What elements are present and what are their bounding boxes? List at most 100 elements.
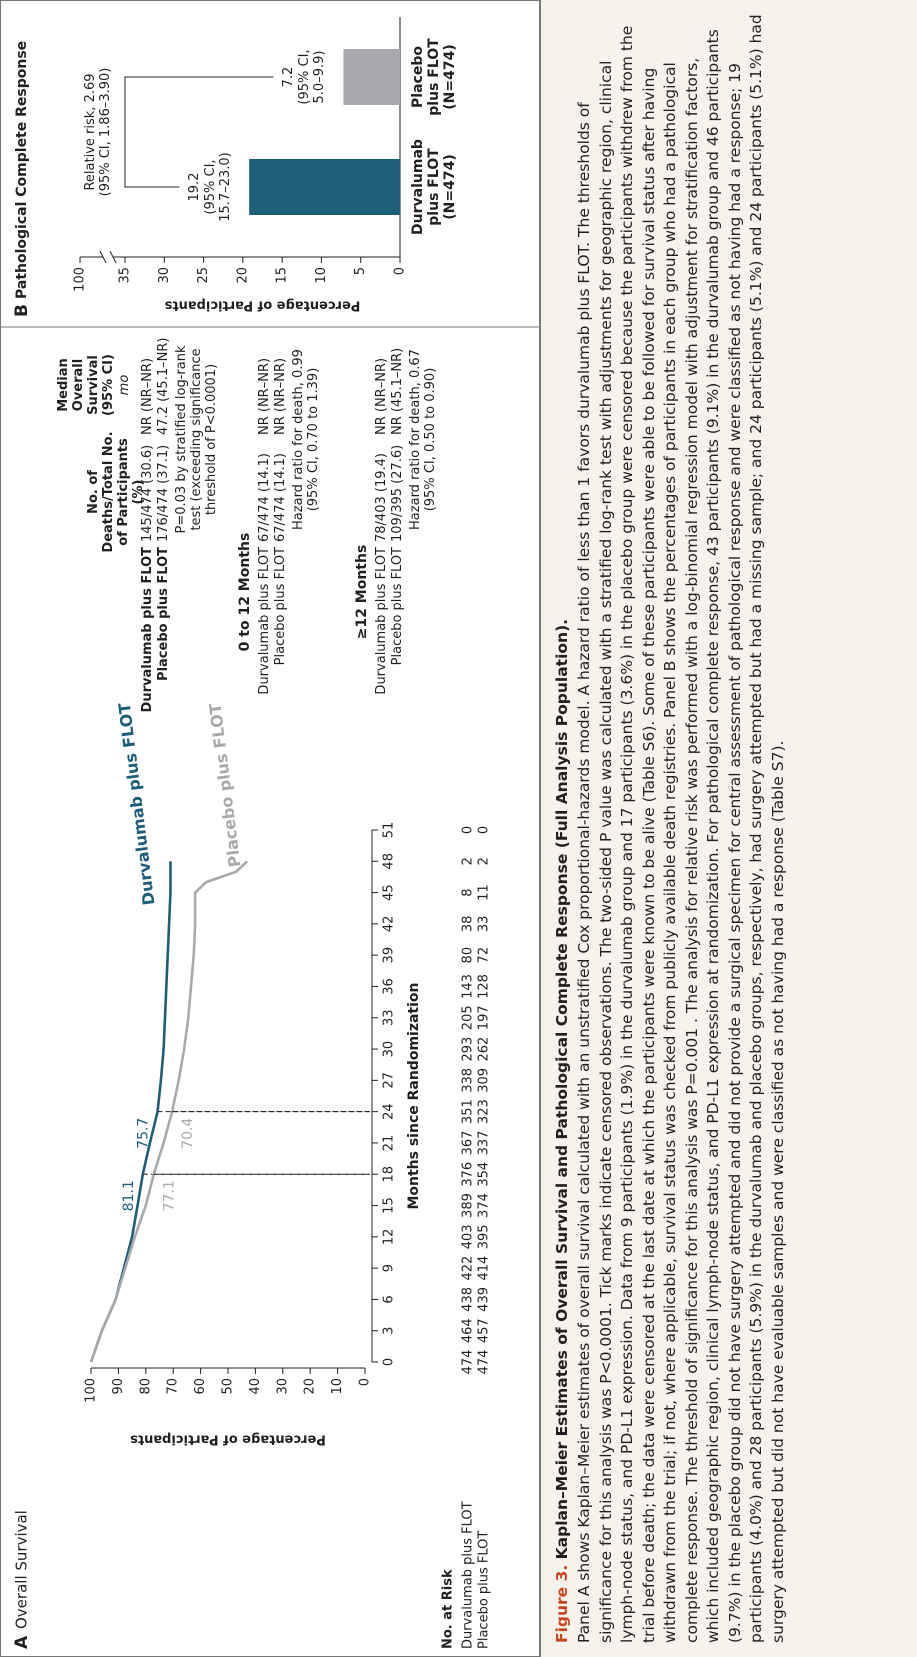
risk-value: 367 [461,1131,476,1156]
frame [0,0,540,1657]
risk-title: No. at Risk [441,1569,456,1649]
chart-title: Pathological Complete Response [14,41,30,299]
y-tick-label: 40 [248,1378,263,1395]
table-cell: 67/474 (14.1) [257,453,272,542]
y-tick-label: 35 [118,267,133,284]
table-cell: 67/474 (14.1) [273,453,288,542]
survival-curve [89,860,249,1363]
table-cell: NR (NR–NR) [273,357,288,435]
table-note: Hazard ratio for death, 0.67 (95% CI, 0.… [408,349,438,530]
y-axis-label: Percentage of Participants [164,298,360,313]
x-tick-label: 12 [382,1229,397,1246]
table-header: Median Overall Survival (95% CI) [56,354,116,416]
risk-value: 376 [461,1162,476,1187]
caption-label: Figure 3. [553,1564,571,1643]
x-tick-label: 6 [382,1295,397,1303]
table-row-label: Durvalumab plus FLOT [257,547,272,695]
table-cell: NR (NR–NR) [374,357,389,435]
comparison-label: Relative risk, 2.69 (95% CI, 1.86–3.90) [83,67,113,197]
risk-value: 414 [477,1256,492,1281]
risk-value: 309 [477,1068,492,1093]
risk-value: 439 [477,1287,492,1312]
y-tick-label: 0 [358,1378,373,1386]
y-tick-label: 90 [111,1378,126,1395]
risk-value: 323 [477,1099,492,1124]
x-axis-label: Months since Randomization [406,982,422,1209]
bar [249,159,400,215]
table-cell: NR (NR–NR) [257,357,272,435]
table-note: Hazard ratio for death, 0.99 (95% CI, 0.… [291,349,321,530]
survival-curve [89,861,172,1363]
x-tick-label: 15 [382,1197,397,1214]
table-row-label: Durvalumab plus FLOT [140,547,155,713]
y-tick-label: 20 [235,267,250,284]
series-label: Placebo plus FLOT [205,702,244,868]
value-label: 70.4 [180,1118,196,1149]
risk-value: 403 [461,1224,476,1249]
x-tick-label: 51 [382,822,397,839]
panel-letter: B [12,304,32,317]
panel-letter: A [12,1635,32,1649]
risk-value: 337 [477,1131,492,1156]
risk-value: 143 [461,974,476,999]
risk-value: 72 [477,947,492,964]
y-tick-label: 5 [353,267,368,275]
risk-value: 38 [461,916,476,933]
value-label: 81.1 [121,1180,137,1211]
y-tick-label: 30 [157,267,172,284]
risk-value: 197 [477,1005,492,1030]
x-tick-label: 21 [382,1135,397,1152]
y-tick-label: 50 [221,1378,236,1395]
table-cell: NR (NR–NR) [140,357,155,435]
table-row-label: Placebo plus FLOT [273,547,288,666]
risk-value: 457 [477,1318,492,1343]
y-tick-label: 10 [330,1378,345,1395]
table-cell: 109/395 (27.6) [390,444,405,542]
risk-value: 474 [461,1350,476,1375]
y-tick-label: 0 [393,267,408,275]
table-row-label: Durvalumab plus FLOT [374,547,389,695]
value-ci: (95% CI, 15.7–23.0) [203,152,234,222]
table-cell: NR (45.1–NR) [390,347,405,435]
x-tick-label: 24 [382,1103,397,1120]
x-tick-label: 0 [382,1358,397,1366]
x-tick-label: 36 [382,978,397,995]
comparison-bracket [124,76,274,188]
x-tick-label: 30 [382,1041,397,1058]
value-ci: (95% CI, 5.0–9.9) [297,49,328,105]
y-tick-label: 100 [84,1378,99,1403]
y-tick-label: 70 [166,1378,181,1395]
y-tick-label: 100 [73,267,88,292]
axis-break [109,250,117,264]
x-tick-label: 3 [382,1327,397,1335]
axis-break [99,250,107,264]
table-header: No. of Deaths/Total No. of Participants … [86,431,146,553]
y-tick-label: 15 [275,267,290,284]
table-group-title: ≥12 Months [354,544,370,640]
x-tick-label: 9 [382,1264,397,1272]
risk-value: 80 [461,947,476,964]
risk-value: 351 [461,1099,476,1124]
risk-value: 464 [461,1318,476,1343]
risk-value: 2 [477,857,492,865]
value-label: 75.7 [136,1118,152,1149]
table-cell: 176/474 (37.1) [156,444,171,542]
series-label: Durvalumab plus FLOT [115,702,159,907]
risk-value: 374 [477,1193,492,1218]
x-tick-label: 33 [382,1009,397,1026]
category-label: Placebo plus FLOT (N=474) [410,38,458,116]
risk-value: 0 [477,826,492,834]
risk-value: 2 [461,857,476,865]
table-row-label: Placebo plus FLOT [156,547,171,681]
risk-value: 11 [477,884,492,901]
bar [343,49,400,105]
table-cell: 47.2 (45.1–NR) [156,337,171,435]
risk-value: 389 [461,1193,476,1218]
y-tick-label: 30 [275,1378,290,1395]
value-label: 77.1 [162,1180,178,1211]
y-tick-label: 80 [138,1378,153,1395]
table-row-label: Placebo plus FLOT [390,547,405,666]
risk-value: 354 [477,1162,492,1187]
caption-text: Panel A shows Kaplan–Meier estimates of … [575,14,787,1643]
